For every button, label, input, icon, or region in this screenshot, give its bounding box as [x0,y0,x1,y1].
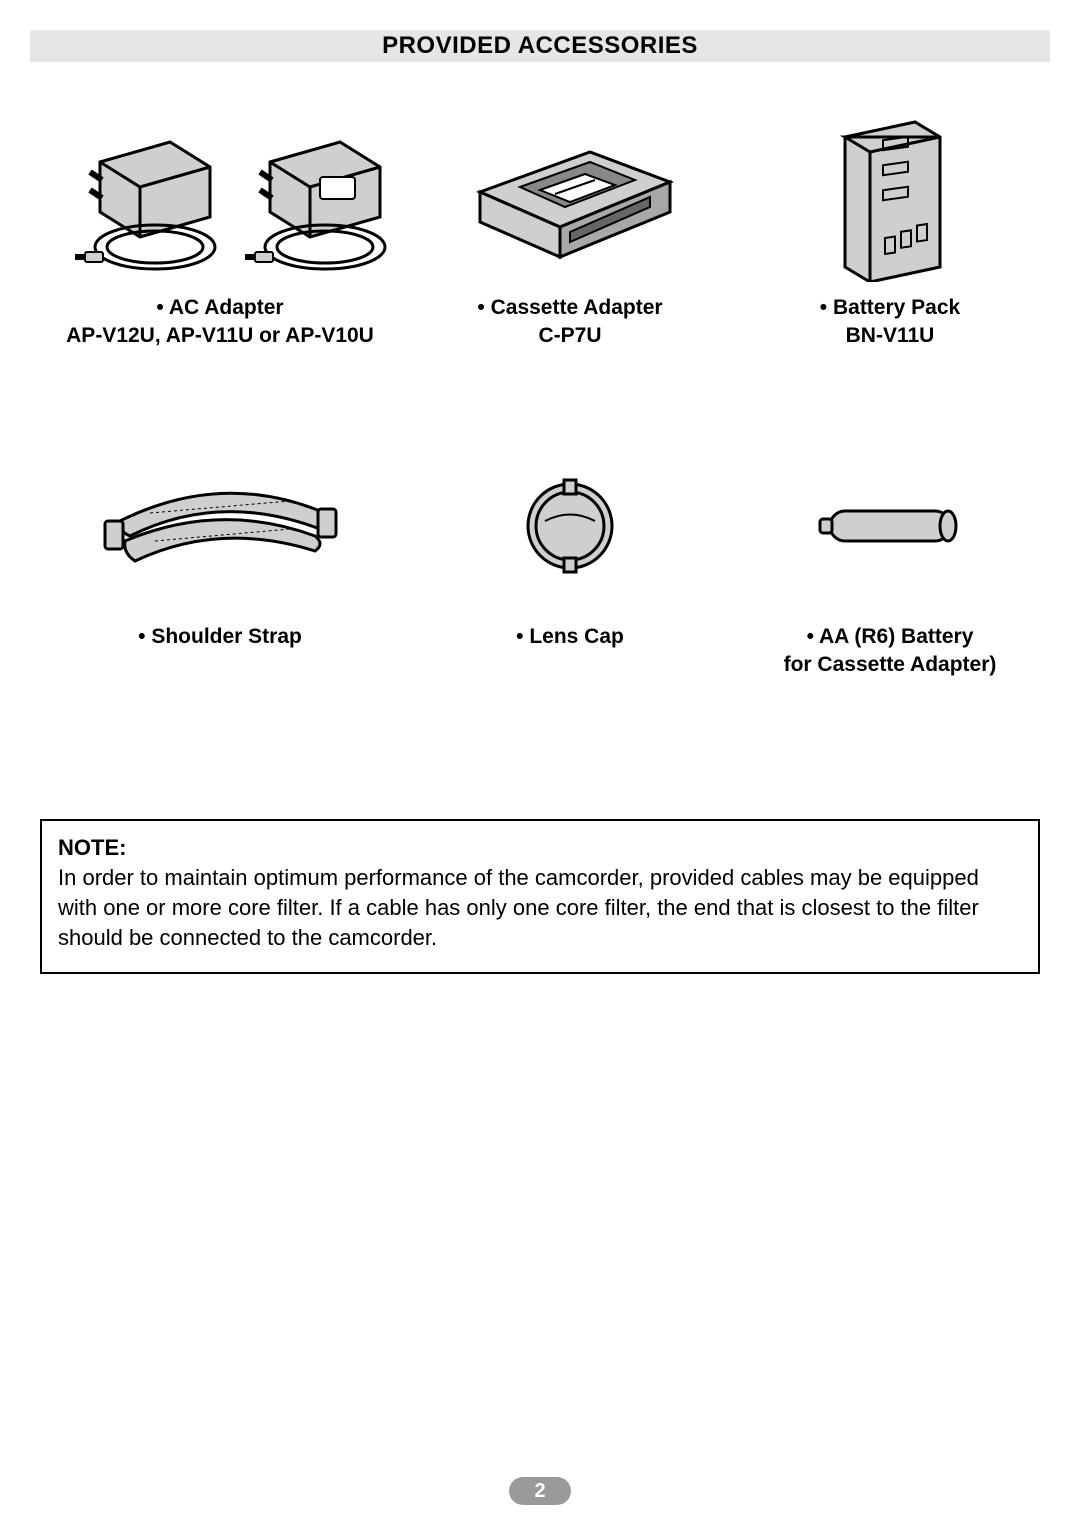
accessory-cassette-adapter: • Cassette Adapter C-P7U [420,112,720,351]
accessory-battery-pack: • Battery Pack BN-V11U [740,112,1040,351]
note-box: NOTE: In order to maintain optimum perfo… [40,819,1040,974]
accessory-label: • AC Adapter AP-V12U, AP-V11U or AP-V10U [66,294,374,351]
lens-cap-icon [515,441,625,611]
battery-pack-icon [820,112,960,282]
accessory-shoulder-strap: • Shoulder Strap [40,441,400,680]
accessory-lens-cap: • Lens Cap [420,441,720,680]
accessory-label: • Lens Cap [516,623,624,651]
accessory-label: • AA (R6) Battery for Cassette Adapter) [784,623,997,680]
accessory-label: • Cassette Adapter C-P7U [477,294,662,351]
section-title-bar: PROVIDED ACCESSORIES [30,30,1050,62]
cassette-adapter-icon [460,112,680,282]
ac-adapter-icon [40,112,400,282]
accessories-grid: • AC Adapter AP-V12U, AP-V11U or AP-V10U [30,112,1050,679]
shoulder-strap-icon [90,441,350,611]
section-title: PROVIDED ACCESSORIES [382,32,698,60]
note-body: In order to maintain optimum performance… [58,863,1022,952]
aa-battery-icon [810,441,970,611]
accessory-label: • Shoulder Strap [138,623,302,651]
accessory-aa-battery: • AA (R6) Battery for Cassette Adapter) [740,441,1040,680]
page-number-pill: 2 [509,1477,571,1505]
page-number: 2 [509,1477,571,1505]
note-title: NOTE: [58,835,1022,861]
accessory-ac-adapter: • AC Adapter AP-V12U, AP-V11U or AP-V10U [40,112,400,351]
accessory-label: • Battery Pack BN-V11U [820,294,960,351]
